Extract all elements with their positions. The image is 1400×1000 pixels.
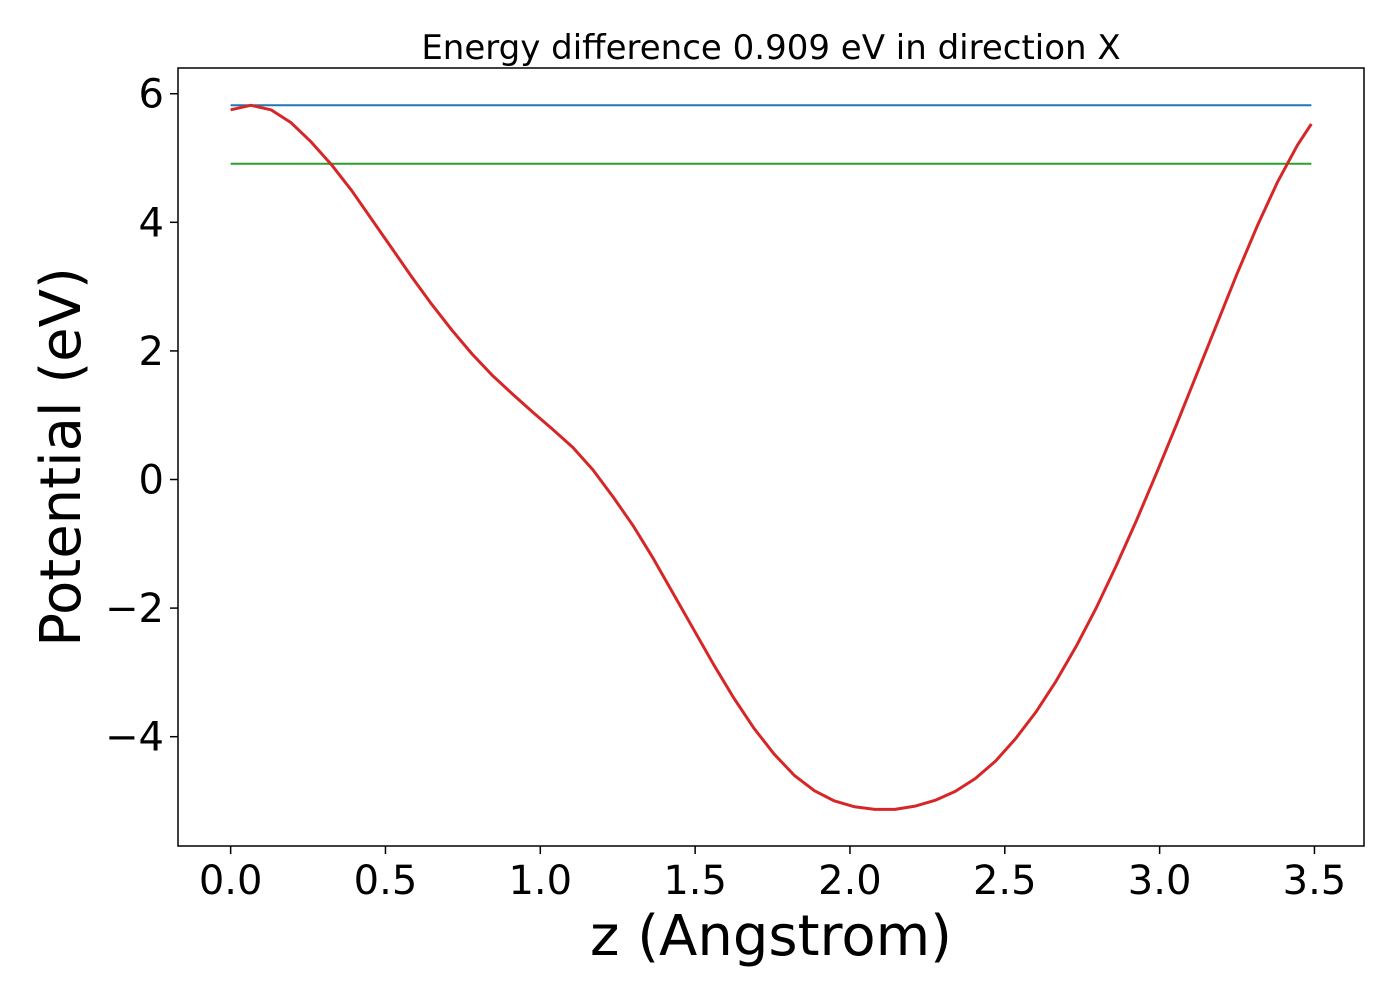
y-tick-label: 0 — [139, 458, 164, 504]
y-axis: −4 −2 0 2 4 6 — [105, 72, 178, 761]
y-tick-label: 2 — [139, 329, 164, 375]
y-tick-label: 4 — [139, 200, 164, 246]
series-layer — [230, 103, 1313, 811]
plot-background — [178, 68, 1364, 846]
x-tick-label: 0.0 — [199, 858, 263, 904]
x-tick-label: 2.0 — [818, 858, 882, 904]
x-tick-label: 0.5 — [354, 858, 418, 904]
y-tick-label: −2 — [105, 586, 164, 632]
x-tick-label: 3.5 — [1283, 858, 1347, 904]
x-axis: 0.0 0.5 1.0 1.5 2.0 2.5 3.0 3.5 — [199, 846, 1346, 904]
y-tick-label: 6 — [139, 72, 164, 118]
x-tick-label: 1.0 — [508, 858, 572, 904]
y-axis-label: Potential (eV) — [29, 267, 94, 647]
x-tick-label: 1.5 — [663, 858, 727, 904]
plot-frame — [177, 67, 1365, 847]
x-tick-label: 3.0 — [1128, 858, 1192, 904]
x-axis-label: z (Angstrom) — [590, 904, 952, 969]
series-line-3 — [230, 103, 1313, 811]
y-tick-label: −4 — [105, 715, 164, 761]
x-tick-label: 2.5 — [973, 858, 1037, 904]
chart-title: Energy difference 0.909 eV in direction … — [421, 28, 1120, 68]
